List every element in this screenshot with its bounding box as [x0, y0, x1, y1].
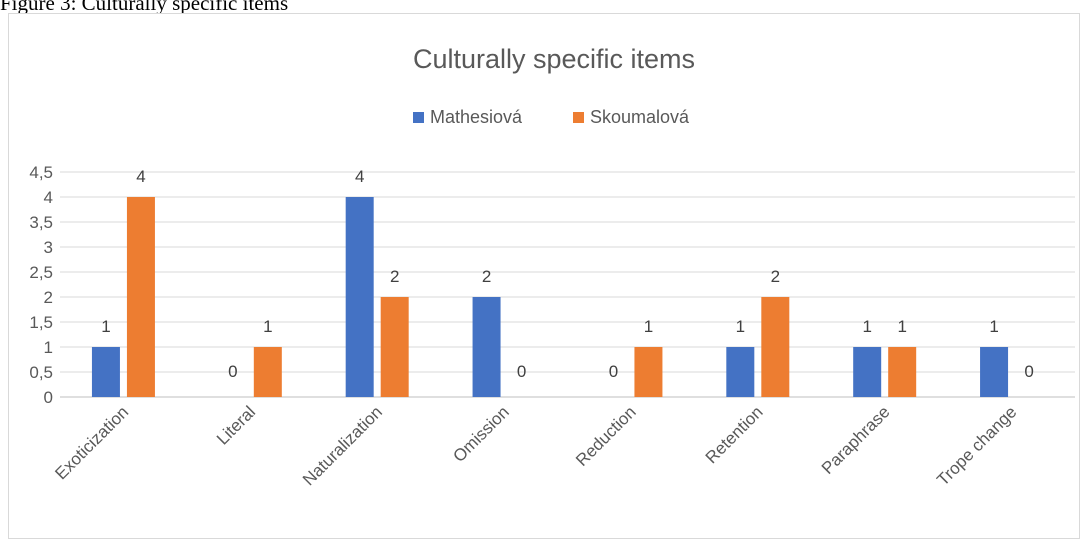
bar-skoumalova — [126, 197, 155, 397]
chart-frame — [8, 13, 1080, 539]
y-tick-label: 4,5 — [29, 163, 53, 182]
y-tick-label: 0,5 — [29, 363, 53, 382]
legend-swatch-2 — [573, 112, 584, 123]
data-label: 2 — [482, 267, 491, 286]
x-tick-label: Paraphrase — [818, 402, 894, 478]
y-tick-label: 2 — [44, 288, 53, 307]
x-tick-label: Omission — [449, 402, 513, 466]
data-label: 1 — [897, 317, 906, 336]
y-tick-label: 2,5 — [29, 263, 53, 282]
x-tick-label: Retention — [702, 402, 767, 467]
chart-title: Culturally specific items — [413, 44, 695, 74]
data-label: 1 — [989, 317, 998, 336]
data-label: 1 — [736, 317, 745, 336]
data-label: 0 — [1024, 362, 1033, 381]
data-label: 2 — [771, 267, 780, 286]
bar-mathesiova — [91, 347, 120, 397]
x-tick-label: Reduction — [572, 402, 640, 470]
data-label: 1 — [263, 317, 272, 336]
data-label: 1 — [101, 317, 110, 336]
bar-skoumalova — [634, 347, 663, 397]
legend-label-1: Mathesiová — [430, 107, 523, 127]
y-tick-label: 4 — [44, 188, 53, 207]
x-tick-label: Literal — [213, 402, 259, 448]
bar-mathesiova — [726, 347, 755, 397]
data-label: 4 — [355, 167, 364, 186]
bar-skoumalova — [380, 297, 409, 397]
data-label: 0 — [609, 362, 618, 381]
data-label: 0 — [228, 362, 237, 381]
bar-mathesiova — [980, 347, 1009, 397]
legend-label-2: Skoumalová — [590, 107, 690, 127]
data-label: 4 — [136, 167, 145, 186]
bar-skoumalova — [761, 297, 790, 397]
y-tick-label: 1 — [44, 338, 53, 357]
data-label: 0 — [517, 362, 526, 381]
y-tick-label: 3 — [44, 238, 53, 257]
x-tick-label: Exoticization — [51, 402, 132, 483]
y-tick-label: 0 — [44, 388, 53, 407]
bar-mathesiova — [472, 297, 501, 397]
y-tick-label: 3,5 — [29, 213, 53, 232]
bar-mathesiova — [853, 347, 882, 397]
bar-mathesiova — [345, 197, 374, 397]
data-label: 1 — [644, 317, 653, 336]
figure-caption: Figure 3: Culturally specific items — [0, 0, 289, 15]
y-tick-label: 1,5 — [29, 313, 53, 332]
bar-skoumalova — [253, 347, 282, 397]
x-tick-label: Naturalization — [299, 402, 386, 489]
bar-skoumalova — [888, 347, 917, 397]
data-label: 2 — [390, 267, 399, 286]
data-label: 1 — [862, 317, 871, 336]
x-tick-label: Trope change — [933, 402, 1020, 489]
legend-swatch-1 — [413, 112, 424, 123]
